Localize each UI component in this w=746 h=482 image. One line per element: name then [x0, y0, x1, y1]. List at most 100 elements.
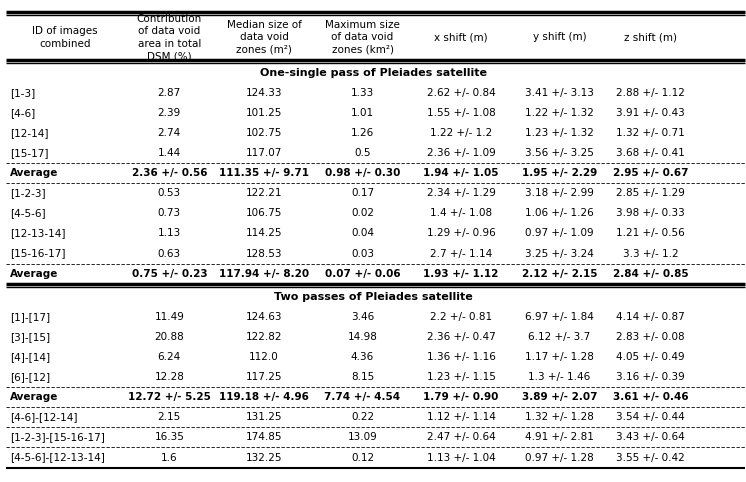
Text: 1.22 +/- 1.2: 1.22 +/- 1.2	[430, 128, 492, 138]
Text: Two passes of Pleiades satellite: Two passes of Pleiades satellite	[274, 292, 472, 302]
Text: 2.12 +/- 2.15: 2.12 +/- 2.15	[521, 268, 598, 279]
Text: 6.12 +/- 3.7: 6.12 +/- 3.7	[528, 332, 591, 342]
Text: 111.35 +/- 9.71: 111.35 +/- 9.71	[219, 168, 309, 178]
Text: [15-16-17]: [15-16-17]	[10, 249, 65, 258]
Text: 3.18 +/- 2.99: 3.18 +/- 2.99	[525, 188, 594, 198]
Text: 3.25 +/- 3.24: 3.25 +/- 3.24	[525, 249, 594, 258]
Text: 101.25: 101.25	[246, 108, 282, 118]
Text: 1.17 +/- 1.28: 1.17 +/- 1.28	[525, 352, 594, 362]
Text: 0.97 +/- 1.09: 0.97 +/- 1.09	[525, 228, 594, 239]
Text: 3.46: 3.46	[351, 312, 374, 322]
Text: 3.91 +/- 0.43: 3.91 +/- 0.43	[616, 108, 685, 118]
Text: 117.94 +/- 8.20: 117.94 +/- 8.20	[219, 268, 309, 279]
Text: [4-5-6]: [4-5-6]	[10, 208, 46, 218]
Text: 0.98 +/- 0.30: 0.98 +/- 0.30	[325, 168, 401, 178]
Text: 1.32 +/- 1.28: 1.32 +/- 1.28	[525, 413, 594, 422]
Text: 6.97 +/- 1.84: 6.97 +/- 1.84	[525, 312, 594, 322]
Text: [1-2-3]-[15-16-17]: [1-2-3]-[15-16-17]	[10, 432, 104, 442]
Text: [4]-[14]: [4]-[14]	[10, 352, 50, 362]
Text: 3.56 +/- 3.25: 3.56 +/- 3.25	[525, 148, 594, 158]
Text: [4-6]-[12-14]: [4-6]-[12-14]	[10, 413, 77, 422]
Text: [15-17]: [15-17]	[10, 148, 48, 158]
Text: 1.22 +/- 1.32: 1.22 +/- 1.32	[525, 108, 594, 118]
Text: 6.24: 6.24	[157, 352, 181, 362]
Text: 1.26: 1.26	[351, 128, 374, 138]
Text: 20.88: 20.88	[154, 332, 184, 342]
Text: 174.85: 174.85	[246, 432, 282, 442]
Text: 2.36 +/- 0.47: 2.36 +/- 0.47	[427, 332, 495, 342]
Text: Contribution
of data void
area in total
DSM (%): Contribution of data void area in total …	[137, 14, 202, 61]
Text: 0.03: 0.03	[351, 249, 374, 258]
Text: Average: Average	[10, 268, 58, 279]
Text: 0.04: 0.04	[351, 228, 374, 239]
Text: 3.43 +/- 0.64: 3.43 +/- 0.64	[616, 432, 685, 442]
Text: 1.23 +/- 1.32: 1.23 +/- 1.32	[525, 128, 594, 138]
Text: 2.88 +/- 1.12: 2.88 +/- 1.12	[616, 88, 685, 98]
Text: [1]-[17]: [1]-[17]	[10, 312, 50, 322]
Text: 0.97 +/- 1.28: 0.97 +/- 1.28	[525, 453, 594, 463]
Text: Average: Average	[10, 392, 58, 402]
Text: 3.98 +/- 0.33: 3.98 +/- 0.33	[616, 208, 685, 218]
Text: z shift (m): z shift (m)	[624, 32, 677, 42]
Text: 3.61 +/- 0.46: 3.61 +/- 0.46	[612, 392, 689, 402]
Text: 1.21 +/- 0.56: 1.21 +/- 0.56	[616, 228, 685, 239]
Text: 117.25: 117.25	[246, 372, 282, 382]
Text: 16.35: 16.35	[154, 432, 184, 442]
Text: 106.75: 106.75	[246, 208, 282, 218]
Text: y shift (m): y shift (m)	[533, 32, 586, 42]
Text: 3.55 +/- 0.42: 3.55 +/- 0.42	[616, 453, 685, 463]
Text: Maximum size
of data void
zones (km²): Maximum size of data void zones (km²)	[325, 20, 400, 55]
Text: 0.63: 0.63	[158, 249, 181, 258]
Text: 2.2 +/- 0.81: 2.2 +/- 0.81	[430, 312, 492, 322]
Text: 1.4 +/- 1.08: 1.4 +/- 1.08	[430, 208, 492, 218]
Text: [6]-[12]: [6]-[12]	[10, 372, 50, 382]
Text: 7.74 +/- 4.54: 7.74 +/- 4.54	[325, 392, 401, 402]
Text: 117.07: 117.07	[246, 148, 282, 158]
Text: 2.87: 2.87	[157, 88, 181, 98]
Text: 0.12: 0.12	[351, 453, 374, 463]
Text: 2.7 +/- 1.14: 2.7 +/- 1.14	[430, 249, 492, 258]
Text: 2.74: 2.74	[157, 128, 181, 138]
Text: [4-5-6]-[12-13-14]: [4-5-6]-[12-13-14]	[10, 453, 104, 463]
Text: 2.39: 2.39	[157, 108, 181, 118]
Text: 1.33: 1.33	[351, 88, 374, 98]
Text: 4.91 +/- 2.81: 4.91 +/- 2.81	[525, 432, 594, 442]
Text: 2.85 +/- 1.29: 2.85 +/- 1.29	[616, 188, 685, 198]
Text: 1.01: 1.01	[351, 108, 374, 118]
Text: 4.36: 4.36	[351, 352, 374, 362]
Text: 1.13 +/- 1.04: 1.13 +/- 1.04	[427, 453, 495, 463]
Text: Median size of
data void
zones (m²): Median size of data void zones (m²)	[227, 20, 301, 55]
Text: 3.54 +/- 0.44: 3.54 +/- 0.44	[616, 413, 685, 422]
Text: 2.15: 2.15	[157, 413, 181, 422]
Text: 3.3 +/- 1.2: 3.3 +/- 1.2	[623, 249, 678, 258]
Text: 1.13: 1.13	[157, 228, 181, 239]
Text: 0.07 +/- 0.06: 0.07 +/- 0.06	[325, 268, 401, 279]
Text: 1.93 +/- 1.12: 1.93 +/- 1.12	[423, 268, 499, 279]
Text: 112.0: 112.0	[249, 352, 279, 362]
Text: 1.44: 1.44	[157, 148, 181, 158]
Text: 3.41 +/- 3.13: 3.41 +/- 3.13	[525, 88, 594, 98]
Text: 1.32 +/- 0.71: 1.32 +/- 0.71	[616, 128, 685, 138]
Text: 1.06 +/- 1.26: 1.06 +/- 1.26	[525, 208, 594, 218]
Text: 0.22: 0.22	[351, 413, 374, 422]
Text: [4-6]: [4-6]	[10, 108, 35, 118]
Text: 12.72 +/- 5.25: 12.72 +/- 5.25	[128, 392, 211, 402]
Text: ID of images
combined: ID of images combined	[32, 27, 98, 49]
Text: 0.75 +/- 0.23: 0.75 +/- 0.23	[131, 268, 207, 279]
Text: 114.25: 114.25	[246, 228, 282, 239]
Text: 1.6: 1.6	[161, 453, 178, 463]
Text: 2.36 +/- 1.09: 2.36 +/- 1.09	[427, 148, 495, 158]
Text: 119.18 +/- 4.96: 119.18 +/- 4.96	[219, 392, 309, 402]
Text: [12-14]: [12-14]	[10, 128, 48, 138]
Text: 1.79 +/- 0.90: 1.79 +/- 0.90	[423, 392, 499, 402]
Text: x shift (m): x shift (m)	[434, 32, 488, 42]
Text: 1.94 +/- 1.05: 1.94 +/- 1.05	[423, 168, 499, 178]
Text: 0.02: 0.02	[351, 208, 374, 218]
Text: 14.98: 14.98	[348, 332, 377, 342]
Text: 2.47 +/- 0.64: 2.47 +/- 0.64	[427, 432, 495, 442]
Text: One-single pass of Pleiades satellite: One-single pass of Pleiades satellite	[260, 68, 486, 78]
Text: 0.5: 0.5	[354, 148, 371, 158]
Text: 122.82: 122.82	[246, 332, 282, 342]
Text: 13.09: 13.09	[348, 432, 377, 442]
Text: 2.62 +/- 0.84: 2.62 +/- 0.84	[427, 88, 495, 98]
